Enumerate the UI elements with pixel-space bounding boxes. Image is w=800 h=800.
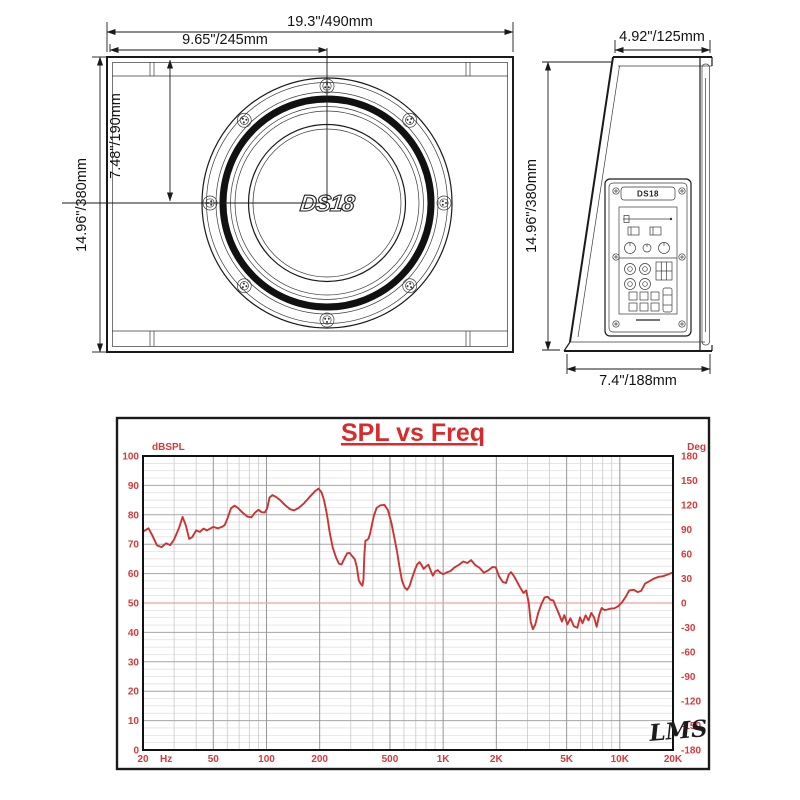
right-tick-label: -180 bbox=[681, 746, 701, 757]
terminal bbox=[639, 302, 649, 312]
dim-width-label: 19.3"/490mm bbox=[287, 14, 373, 30]
terminal bbox=[639, 291, 649, 301]
plot-border bbox=[142, 455, 674, 751]
knob bbox=[642, 243, 652, 253]
left-tick-label: 80 bbox=[128, 510, 140, 521]
right-tick-label: -30 bbox=[681, 623, 696, 634]
right-tick-label: 120 bbox=[681, 501, 698, 512]
x-tick-label: 100 bbox=[258, 754, 275, 765]
x-tick-label: 20 bbox=[137, 754, 149, 765]
left-tick-label: 90 bbox=[128, 481, 140, 492]
x-tick-label: 1K bbox=[437, 754, 451, 765]
left-tick-label: 0 bbox=[133, 746, 139, 757]
amp-control-area bbox=[618, 206, 678, 315]
rca-input bbox=[639, 263, 651, 275]
right-tick-label: -120 bbox=[681, 697, 701, 708]
left-tick-label: 40 bbox=[128, 628, 140, 639]
left-tick-label: 10 bbox=[128, 716, 140, 727]
right-tick-label: 0 bbox=[681, 599, 687, 610]
knob bbox=[658, 242, 670, 254]
right-tick-label: -60 bbox=[681, 648, 696, 659]
subwoofer-front-view: DS18 19.3"/490mm 9.65"/245mm 14.96"/380m… bbox=[62, 14, 514, 353]
right-tick-label: -90 bbox=[681, 672, 696, 683]
left-tick-label: 60 bbox=[128, 569, 140, 580]
x-axis-unit: Hz bbox=[160, 754, 172, 765]
terminal bbox=[650, 302, 660, 312]
right-tick-label: 180 bbox=[681, 452, 698, 463]
right-tick-label: -150 bbox=[681, 721, 701, 732]
rear-panel-edge bbox=[701, 63, 710, 346]
subwoofer-side-view: DS18 bbox=[524, 29, 713, 389]
amp-switch bbox=[649, 226, 662, 236]
chart-title: SPL vs Freq bbox=[341, 419, 485, 447]
x-tick-label: 10K bbox=[611, 754, 630, 765]
amp-ds18-logo: DS18 bbox=[637, 190, 659, 199]
chart-outer-border bbox=[115, 416, 711, 771]
rca-input bbox=[624, 263, 636, 275]
right-axis-label: Deg bbox=[687, 442, 706, 453]
chart-tick-labels: 0 10 20 30 40 50 60 70 80 90 100 20 50 100 200 500 1K 2K 5… bbox=[122, 452, 701, 766]
rca-input bbox=[624, 278, 636, 290]
x-tick-label: 2K bbox=[490, 754, 504, 765]
spl-chart: SPL vs Freq dBSPL Deg 0 10 20 30 40 50 60 70 80 9… bbox=[115, 416, 711, 771]
x-tick-label: 50 bbox=[208, 754, 220, 765]
dim-center-height-label: 7.48"/190mm bbox=[108, 93, 124, 179]
amp-logo-plate bbox=[620, 186, 676, 201]
left-tick-label: 30 bbox=[128, 657, 140, 668]
lms-watermark: LMS bbox=[647, 715, 708, 747]
x-tick-label: 20K bbox=[664, 754, 683, 765]
x-tick-label: 500 bbox=[382, 754, 399, 765]
slanted-front-edge bbox=[569, 56, 614, 343]
dim-half-width-label: 9.65"/245mm bbox=[182, 32, 268, 48]
terminal bbox=[628, 291, 638, 301]
left-tick-label: 20 bbox=[128, 687, 140, 698]
left-tick-label: 70 bbox=[128, 540, 140, 551]
amp-switch bbox=[627, 226, 640, 236]
terminal bbox=[650, 291, 660, 301]
gain-knob bbox=[624, 242, 636, 254]
right-tick-label: 60 bbox=[681, 550, 693, 561]
terminal bbox=[628, 302, 638, 312]
rca-input bbox=[639, 278, 651, 290]
dim-side-height-label: 14.96"/380mm bbox=[524, 159, 540, 253]
chart-curves bbox=[142, 487, 674, 631]
amplifier-panel: DS18 bbox=[604, 178, 692, 337]
right-tick-label: 90 bbox=[681, 525, 693, 536]
dim-bottom-depth-label: 7.4"/188mm bbox=[599, 373, 677, 389]
left-axis-label: dBSPL bbox=[152, 442, 185, 453]
dim-top-depth-label: 4.92"/125mm bbox=[619, 29, 705, 45]
x-tick-label: 200 bbox=[311, 754, 328, 765]
x-tick-label: 5K bbox=[560, 754, 574, 765]
enclosure-front-outline bbox=[106, 56, 514, 353]
fuse-holder bbox=[662, 287, 673, 313]
left-tick-label: 50 bbox=[128, 599, 140, 610]
right-tick-label: 30 bbox=[681, 574, 693, 585]
left-tick-label: 100 bbox=[122, 452, 139, 463]
spl-curve bbox=[142, 487, 674, 631]
right-tick-label: 150 bbox=[681, 476, 698, 487]
dim-height-label: 14.96"/380mm bbox=[74, 158, 90, 252]
